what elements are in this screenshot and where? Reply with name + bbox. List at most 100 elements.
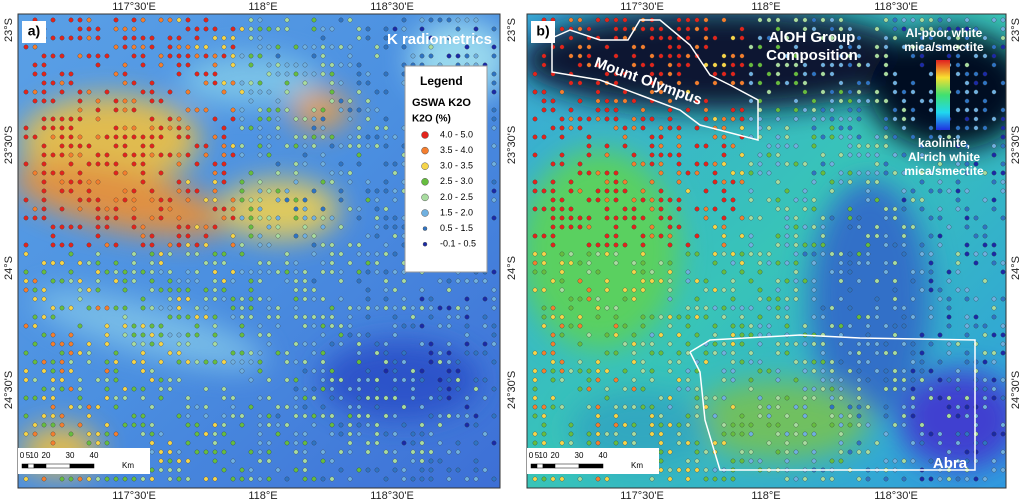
- sample-dot: [131, 341, 137, 347]
- sample-dot: [721, 215, 727, 221]
- sample-dot: [41, 116, 47, 122]
- sample-dot: [1000, 26, 1006, 32]
- sample-dot: [847, 350, 853, 356]
- sample-dot: [446, 476, 452, 482]
- sample-dot: [59, 341, 65, 347]
- sample-dot: [622, 242, 628, 248]
- sample-dot: [176, 314, 182, 320]
- sample-dot: [739, 260, 745, 266]
- sample-dot: [86, 35, 92, 41]
- sample-dot: [158, 287, 164, 293]
- sample-dot: [649, 476, 655, 482]
- sample-dot: [365, 188, 371, 194]
- sample-dot: [266, 152, 272, 158]
- sample-dot: [347, 179, 353, 185]
- sample-dot: [284, 143, 290, 149]
- legend-swatch: [421, 131, 429, 139]
- sample-dot: [59, 71, 65, 77]
- sample-dot: [131, 332, 137, 338]
- sample-dot: [622, 134, 628, 140]
- sample-dot: [712, 134, 718, 140]
- sample-dot: [955, 134, 961, 140]
- sample-dot: [685, 350, 691, 356]
- sample-dot: [784, 431, 790, 437]
- sample-dot: [613, 377, 619, 383]
- scale-seg: [21, 463, 29, 469]
- sample-dot: [991, 179, 997, 185]
- lon-label: 117°30'E: [112, 490, 156, 502]
- sample-dot: [658, 350, 664, 356]
- sample-dot: [577, 314, 583, 320]
- sample-dot: [838, 440, 844, 446]
- sample-dot: [559, 269, 565, 275]
- sample-dot: [41, 332, 47, 338]
- sample-dot: [613, 233, 619, 239]
- sample-dot: [793, 296, 799, 302]
- sample-dot: [604, 107, 610, 113]
- sample-dot: [730, 458, 736, 464]
- sample-dot: [329, 179, 335, 185]
- sample-dot: [383, 269, 389, 275]
- sample-dot: [982, 53, 988, 59]
- sample-dot: [883, 134, 889, 140]
- sample-dot: [937, 440, 943, 446]
- sample-dot: [95, 206, 101, 212]
- sample-dot: [338, 224, 344, 230]
- sample-dot: [712, 116, 718, 122]
- sample-dot: [748, 359, 754, 365]
- sample-dot: [248, 89, 254, 95]
- sample-dot: [239, 125, 245, 131]
- sample-dot: [937, 332, 943, 338]
- sample-dot: [275, 224, 281, 230]
- sample-dot: [964, 413, 970, 419]
- sample-dot: [239, 80, 245, 86]
- sample-dot: [176, 296, 182, 302]
- sample-dot: [793, 107, 799, 113]
- sample-dot: [464, 341, 470, 347]
- sample-dot: [275, 26, 281, 32]
- sample-dot: [937, 359, 943, 365]
- sample-dot: [329, 341, 335, 347]
- sample-dot: [383, 287, 389, 293]
- sample-dot: [982, 377, 988, 383]
- lon-label: 117°30'E: [620, 1, 664, 13]
- sample-dot: [266, 377, 272, 383]
- sample-dot: [275, 269, 281, 275]
- sample-dot: [266, 224, 272, 230]
- sample-dot: [838, 53, 844, 59]
- sample-dot: [820, 161, 826, 167]
- legend-swatch: [422, 226, 428, 231]
- sample-dot: [293, 116, 299, 122]
- sample-dot: [266, 332, 272, 338]
- sample-dot: [784, 341, 790, 347]
- sample-dot: [793, 341, 799, 347]
- sample-dot: [820, 251, 826, 257]
- sample-dot: [811, 224, 817, 230]
- sample-dot: [748, 386, 754, 392]
- sample-dot: [649, 197, 655, 203]
- sample-dot: [68, 134, 74, 140]
- sample-dot: [230, 269, 236, 275]
- sample-dot: [446, 386, 452, 392]
- sample-dot: [383, 71, 389, 77]
- sample-dot: [212, 116, 218, 122]
- sample-dot: [892, 287, 898, 293]
- sample-dot: [32, 422, 38, 428]
- sample-dot: [820, 152, 826, 158]
- sample-dot: [604, 98, 610, 104]
- sample-dot: [694, 278, 700, 284]
- sample-dot: [685, 242, 691, 248]
- sample-dot: [685, 53, 691, 59]
- sample-dot: [284, 377, 290, 383]
- outlines: [551, 19, 976, 471]
- sample-dot: [176, 17, 182, 23]
- sample-dot: [32, 278, 38, 284]
- sample-dot: [820, 386, 826, 392]
- sample-dot: [703, 188, 709, 194]
- sample-dot: [167, 377, 173, 383]
- sample-dot: [338, 17, 344, 23]
- sample-dot: [982, 332, 988, 338]
- sample-dot: [694, 233, 700, 239]
- sample-dot: [158, 359, 164, 365]
- sample-dot: [464, 314, 470, 320]
